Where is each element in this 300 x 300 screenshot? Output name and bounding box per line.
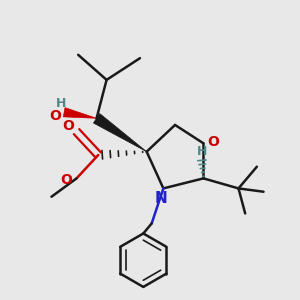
Text: O: O (49, 109, 61, 123)
Text: O: O (208, 135, 219, 149)
Text: H: H (56, 98, 67, 110)
Polygon shape (63, 108, 97, 118)
Text: O: O (61, 173, 72, 187)
Text: H: H (196, 145, 207, 158)
Polygon shape (93, 114, 147, 152)
Text: N: N (154, 191, 167, 206)
Text: O: O (62, 118, 74, 133)
